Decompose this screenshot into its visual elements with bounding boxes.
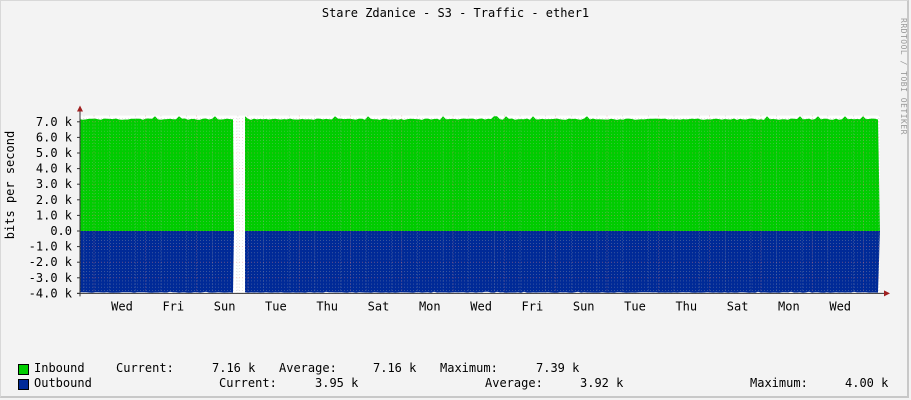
svg-text:-1.0 k: -1.0 k <box>29 240 73 254</box>
inbound-current-value: 7.16 k <box>212 361 256 375</box>
outbound-label: Outbound <box>34 376 92 390</box>
rrdtool-credit: RRDTOOL / TOBI OETIKER <box>899 18 908 135</box>
chart-title: Stare Zdanice - S3 - Traffic - ether1 <box>321 6 590 20</box>
svg-text:Sat: Sat <box>368 299 390 313</box>
inbound-average-value: 7.16 k <box>373 361 417 375</box>
svg-text:6.0 k: 6.0 k <box>36 130 73 144</box>
svg-text:Thu: Thu <box>675 299 697 313</box>
outbound-swatch <box>18 379 29 390</box>
outbound-average-value: 3.92 k <box>580 376 624 390</box>
inbound-label: Inbound <box>34 361 85 375</box>
svg-text:2.0 k: 2.0 k <box>36 193 73 207</box>
svg-text:4.0 k: 4.0 k <box>36 162 73 176</box>
outbound-current-label: Current: <box>219 376 277 390</box>
svg-text:Sun: Sun <box>573 299 595 313</box>
inbound-maximum-value: 7.39 k <box>536 361 580 375</box>
svg-text:Wed: Wed <box>111 299 133 313</box>
chart-plot: 7.0 k6.0 k 5.0 k 4.0 k3.0 k 2.0 k1.0 k 0.0 -1… <box>29 105 890 313</box>
outbound-current-value: 3.95 k <box>315 376 359 390</box>
svg-text:Sun: Sun <box>214 299 236 313</box>
svg-text:5.0 k: 5.0 k <box>36 146 73 160</box>
svg-text:Wed: Wed <box>470 299 492 313</box>
inbound-current-label: Current: <box>116 361 174 375</box>
svg-text:1.0 k: 1.0 k <box>36 208 73 222</box>
svg-text:Tue: Tue <box>624 299 646 313</box>
svg-text:-3.0 k: -3.0 k <box>29 271 73 285</box>
svg-text:Thu: Thu <box>316 299 338 313</box>
svg-text:3.0 k: 3.0 k <box>36 177 73 191</box>
svg-text:Wed: Wed <box>829 299 851 313</box>
svg-text:-4.0 k: -4.0 k <box>29 286 73 300</box>
svg-text:Mon: Mon <box>778 299 800 313</box>
svg-text:-2.0 k: -2.0 k <box>29 255 73 269</box>
svg-text:Mon: Mon <box>419 299 441 313</box>
outbound-average-label: Average: <box>485 376 543 390</box>
svg-text:Sat: Sat <box>727 299 749 313</box>
svg-text:7.0 k: 7.0 k <box>36 115 73 129</box>
inbound-swatch <box>18 364 29 375</box>
outbound-maximum-label: Maximum: <box>750 376 808 390</box>
inbound-average-label: Average: <box>279 361 337 375</box>
svg-text:0.0: 0.0 <box>50 224 72 238</box>
svg-text:Tue: Tue <box>265 299 287 313</box>
outbound-maximum-value: 4.00 k <box>845 376 889 390</box>
svg-text:Fri: Fri <box>522 299 544 313</box>
svg-text:Fri: Fri <box>162 299 184 313</box>
inbound-maximum-label: Maximum: <box>440 361 498 375</box>
